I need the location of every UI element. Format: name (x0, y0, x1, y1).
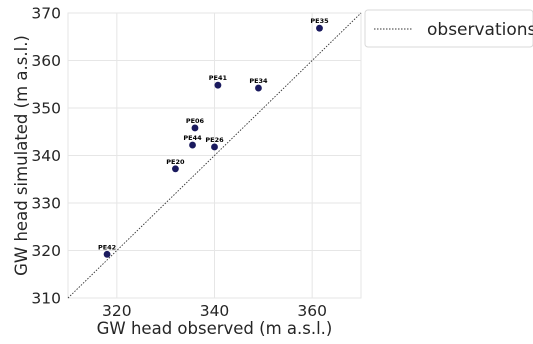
data-point-label: PE35 (310, 17, 329, 25)
y-axis-label: GW head simulated (m a.s.l.) (12, 35, 31, 276)
y-tick-label: 320 (31, 242, 61, 260)
data-point (214, 81, 222, 89)
x-tick-label: 320 (102, 302, 132, 320)
data-point (211, 143, 218, 151)
data-point-label: PE44 (183, 134, 202, 142)
y-tick-label: 360 (31, 52, 61, 70)
data-point (316, 24, 323, 32)
x-axis-label: GW head observed (m a.s.l.) (97, 319, 333, 338)
data-point (189, 141, 196, 149)
x-tick-label: 360 (297, 302, 327, 320)
data-point-label: PE42 (98, 243, 116, 251)
data-point-label: PE06 (186, 117, 205, 125)
y-tick-label: 350 (31, 100, 61, 118)
data-points: PE42 PE20 PE44 PE06 PE26 PE41 PE34 PE35 (98, 17, 329, 258)
y-tick-label: 370 (31, 5, 61, 23)
data-point-label: PE41 (209, 74, 228, 82)
grid (68, 12, 361, 299)
identity-line (67, 12, 362, 299)
data-point (172, 165, 179, 173)
y-tick-label: 330 (31, 195, 61, 213)
y-tick-label: 340 (31, 147, 61, 165)
data-point-label: PE34 (249, 77, 268, 85)
data-point (255, 84, 262, 92)
data-point (191, 124, 199, 132)
tick-labels: 320 340 360 310 320 330 340 350 360 370 (31, 5, 327, 321)
data-point-label: PE20 (166, 158, 185, 166)
data-point-label: PE26 (205, 136, 224, 144)
identity-line-layer (67, 12, 362, 299)
legend-box (364, 9, 533, 48)
x-tick-label: 340 (200, 302, 230, 320)
legend-label-observations: observations (427, 20, 533, 40)
legend: observations (364, 9, 533, 48)
data-point (103, 250, 111, 258)
y-tick-label: 310 (31, 290, 61, 308)
